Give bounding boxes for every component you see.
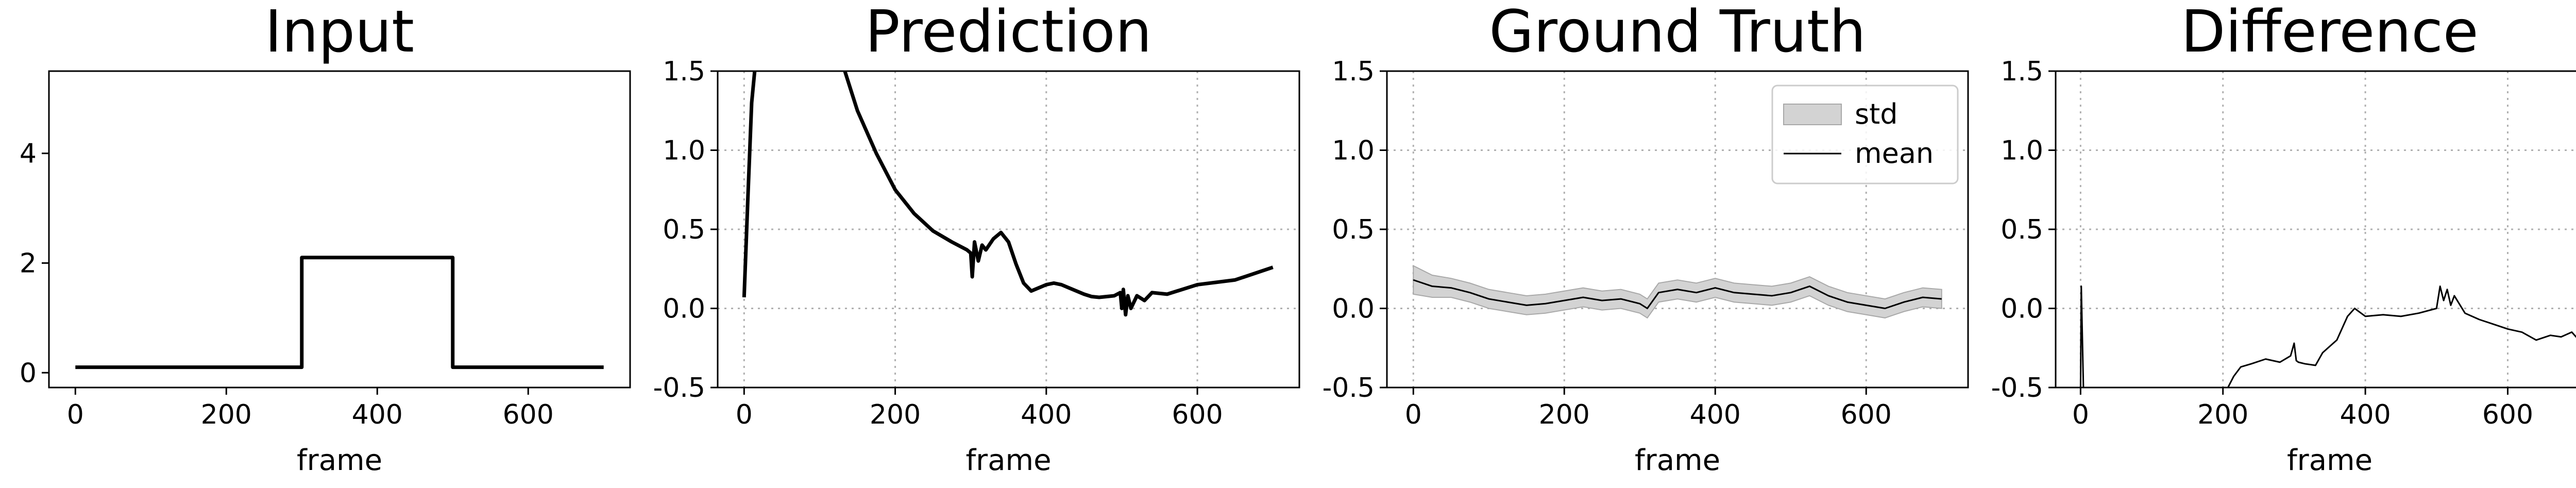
y-tick-label: 0.5 xyxy=(663,214,705,245)
y-tick-label: 1.5 xyxy=(1332,56,1375,87)
legend-label-mean: mean xyxy=(1855,137,1934,170)
panel-difference: 0 200 400 600 -0.5 0.0 0.5 1.0 1.5 Difference fram… xyxy=(1991,0,2576,477)
y-tick-label: 0 xyxy=(20,358,37,389)
y-tick-label: 0.5 xyxy=(2001,214,2043,245)
x-axis-label: frame xyxy=(2287,444,2372,477)
plot-area xyxy=(75,256,604,369)
plot-area xyxy=(1413,264,1942,319)
series-line xyxy=(1413,279,1942,309)
std-band xyxy=(1413,264,1942,319)
x-tick-label: 200 xyxy=(870,399,921,430)
plot-area xyxy=(2079,285,2576,388)
y-tick-label: 0.5 xyxy=(1332,214,1375,245)
x-tick-label: 0 xyxy=(2072,399,2089,430)
x-tick-label: 0 xyxy=(1405,399,1422,430)
x-tick-label: 600 xyxy=(503,399,554,430)
y-tick-label: -0.5 xyxy=(1323,373,1375,403)
y-tick-label: -0.5 xyxy=(653,373,705,403)
chart-title: Input xyxy=(265,0,414,65)
x-axis-label: frame xyxy=(1635,444,1720,477)
y-tick-label: 1.5 xyxy=(2001,56,2043,87)
series-line xyxy=(2227,285,2576,388)
y-tick-label: 1.5 xyxy=(663,56,705,87)
y-tick-label: 4 xyxy=(20,139,37,170)
x-tick-label: 200 xyxy=(201,399,252,430)
legend-swatch-std xyxy=(1783,104,1842,125)
x-axis-label: frame xyxy=(297,444,382,477)
x-tick-label: 400 xyxy=(352,399,403,430)
y-tick-label: 1.0 xyxy=(2001,136,2043,166)
series-line xyxy=(75,256,604,369)
y-tick-label: 2 xyxy=(20,248,37,279)
x-tick-label: 400 xyxy=(1690,399,1741,430)
legend: std mean xyxy=(1771,85,1959,184)
x-tick-label: 0 xyxy=(67,399,84,430)
y-tick-label: 0.0 xyxy=(1332,294,1375,325)
series-line xyxy=(742,71,1274,317)
y-tick-label: 0.0 xyxy=(663,294,705,325)
plot-area xyxy=(742,71,1274,317)
x-tick-label: 600 xyxy=(1172,399,1223,430)
y-tick-label: 0.0 xyxy=(2001,294,2043,325)
chart-title: Ground Truth xyxy=(1489,0,1866,65)
y-tick-label: 1.0 xyxy=(1332,136,1375,166)
panel-ground-truth: 0 200 400 600 -0.5 0.0 0.5 1.0 1.5 Ground Truth fr… xyxy=(1323,0,1969,477)
x-tick-label: 200 xyxy=(2197,399,2248,430)
x-axis-label: frame xyxy=(965,444,1051,477)
legend-label-std: std xyxy=(1855,98,1898,130)
x-tick-label: 400 xyxy=(2340,399,2391,430)
x-tick-label: 400 xyxy=(1021,399,1072,430)
x-tick-label: 200 xyxy=(1539,399,1590,430)
y-tick-label: -0.5 xyxy=(1991,373,2043,403)
chart-title: Prediction xyxy=(865,0,1151,65)
chart-title: Difference xyxy=(2181,0,2478,65)
panel-input: 0 200 400 600 0 2 4 Input frame xyxy=(20,0,631,477)
x-tick-label: 600 xyxy=(2482,399,2533,430)
x-tick-label: 0 xyxy=(736,399,753,430)
y-tick-label: 1.0 xyxy=(663,136,705,166)
axes-frame xyxy=(48,70,631,389)
series-line xyxy=(2079,285,2084,388)
panel-prediction: 0 200 400 600 -0.5 0.0 0.5 1.0 1.5 Prediction fram… xyxy=(653,0,1300,477)
x-tick-label: 600 xyxy=(1841,399,1892,430)
